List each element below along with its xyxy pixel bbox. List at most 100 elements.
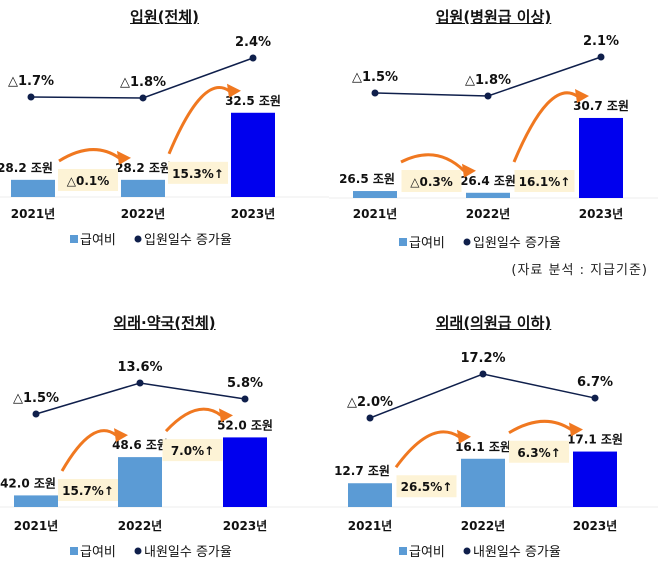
bar-value-label: 48.6 조원 xyxy=(112,438,168,452)
line-value-label: △1.7% xyxy=(8,74,54,89)
growth-label: 15.3%↑ xyxy=(172,167,224,181)
line-series xyxy=(35,382,246,415)
line-value-label: △1.8% xyxy=(120,75,166,90)
growth-box xyxy=(401,170,462,192)
bar xyxy=(348,483,392,507)
line-value-label: 5.8% xyxy=(227,376,263,391)
legend-label: 내원일수 증가율 xyxy=(473,545,561,560)
x-tick-label: 2022년 xyxy=(121,207,165,221)
growth-arrow xyxy=(512,91,578,163)
x-tick-label: 2022년 xyxy=(118,519,162,533)
bar-value-label: 12.7 조원 xyxy=(334,464,390,478)
growth-label: 15.7%↑ xyxy=(62,484,114,498)
bar-value-label: 32.5 조원 xyxy=(225,94,281,108)
legend-bar-swatch xyxy=(399,238,407,246)
arrow-head xyxy=(114,428,128,443)
source-note: (자료 분석 : 지급기준) xyxy=(511,263,648,278)
legend-label: 입원일수 증가율 xyxy=(144,233,232,248)
legend-line-marker xyxy=(463,547,471,555)
chart-plot: 42.0 조원 2021년 48.6 조원 2022년 52.0 조원 2023년 15.7… xyxy=(0,360,329,560)
line-point xyxy=(479,370,487,378)
chart-plot: 28.2 조원 2021년 28.2 조원 2022년 32.5 조원 2023년 △0.1… xyxy=(0,35,329,248)
legend-label: 급여비 xyxy=(409,236,445,251)
line-value-label: △1.8% xyxy=(465,73,511,88)
line-point xyxy=(249,54,257,62)
arrow-head xyxy=(575,88,589,103)
bar xyxy=(461,458,505,507)
line-point xyxy=(32,410,40,418)
legend-bar-swatch xyxy=(399,547,407,555)
legend-label: 급여비 xyxy=(80,545,116,560)
line-point xyxy=(591,394,599,402)
growth-label: 7.0%↑ xyxy=(171,444,214,458)
bar xyxy=(121,179,165,197)
line-series xyxy=(369,373,596,419)
line-point xyxy=(484,92,492,100)
arrow-head xyxy=(117,150,131,165)
chart-outpatient-clinic: 외래(의원급 이하) 12.7 조원 2021년 16.1 조원 2022년 17.1 … xyxy=(329,300,658,584)
line-point xyxy=(366,414,374,422)
bar xyxy=(579,117,623,198)
bar-value-label: 28.2 조원 xyxy=(0,161,53,175)
x-tick-label: 2022년 xyxy=(461,519,505,533)
chart-title: 입원(병원급 이상) xyxy=(435,8,552,26)
legend-line-marker xyxy=(463,238,471,246)
growth-label: 6.3%↑ xyxy=(517,446,560,460)
legend-label: 급여비 xyxy=(409,545,445,560)
x-tick-label: 2021년 xyxy=(353,207,397,221)
chart-plot: 26.5 조원 2021년 26.4 조원 2022년 30.7 조원 2023년 △0.3… xyxy=(329,34,658,251)
line-value-label: 2.1% xyxy=(583,34,619,49)
growth-arrow xyxy=(167,86,230,155)
chart-title: 외래(의원급 이하) xyxy=(435,314,552,332)
x-tick-label: 2021년 xyxy=(14,519,58,533)
line-point xyxy=(597,53,605,61)
bar xyxy=(11,179,55,197)
arrow-head xyxy=(219,408,233,423)
growth-box xyxy=(514,170,575,192)
line-value-label: 2.4% xyxy=(235,35,271,50)
bar xyxy=(466,192,510,198)
bar-value-label: 26.5 조원 xyxy=(339,172,395,186)
legend-bar-swatch xyxy=(70,235,78,243)
legend-label: 급여비 xyxy=(80,233,116,248)
growth-arrow xyxy=(400,153,466,172)
line-value-label: △2.0% xyxy=(347,395,393,410)
chart-plot: 12.7 조원 2021년 16.1 조원 2022년 17.1 조원 2023년 26.5… xyxy=(329,351,658,560)
growth-box xyxy=(509,440,569,463)
bar-value-label: 42.0 조원 xyxy=(0,476,56,490)
line-point xyxy=(27,93,35,101)
line-value-label: 17.2% xyxy=(460,351,505,366)
growth-arrow xyxy=(58,148,120,163)
chart-title: 입원(전체) xyxy=(130,8,199,26)
growth-box xyxy=(58,479,118,501)
growth-arrow xyxy=(60,429,117,472)
chart-inpatient-total: 입원(전체) 28.2 조원 2021년 28.2 조원 2022년 32.5 조원 20… xyxy=(0,0,329,284)
bar xyxy=(223,437,267,507)
x-tick-label: 2021년 xyxy=(11,207,55,221)
x-tick-label: 2023년 xyxy=(231,207,275,221)
legend-label: 내원일수 증가율 xyxy=(144,545,232,560)
x-tick-label: 2023년 xyxy=(223,519,267,533)
legend-label: 입원일수 증가율 xyxy=(473,236,561,251)
bar-value-label: 26.4 조원 xyxy=(460,174,516,188)
chart-title: 외래·약국(전체) xyxy=(113,314,216,332)
bar xyxy=(353,191,397,198)
line-value-label: △1.5% xyxy=(352,70,398,85)
growth-box xyxy=(58,169,118,191)
growth-label: 16.1%↑ xyxy=(519,175,571,189)
x-tick-label: 2022년 xyxy=(466,207,510,221)
line-value-label: △1.5% xyxy=(13,391,59,406)
growth-box xyxy=(162,439,223,462)
growth-arrow xyxy=(508,419,572,435)
bar xyxy=(118,457,162,507)
bar-value-label: 17.1 조원 xyxy=(567,433,623,447)
growth-arrow xyxy=(164,407,222,433)
legend-line-marker xyxy=(134,547,142,555)
bar-value-label: 30.7 조원 xyxy=(573,99,629,113)
chart-inpatient-hospital: 입원(병원급 이상) 26.5 조원 2021년 26.4 조원 2022년 30.7 … xyxy=(329,0,658,284)
line-value-label: 6.7% xyxy=(577,375,613,390)
bar xyxy=(14,495,58,507)
bar xyxy=(231,112,275,197)
arrow-head xyxy=(462,163,476,178)
arrow-head xyxy=(457,429,471,444)
